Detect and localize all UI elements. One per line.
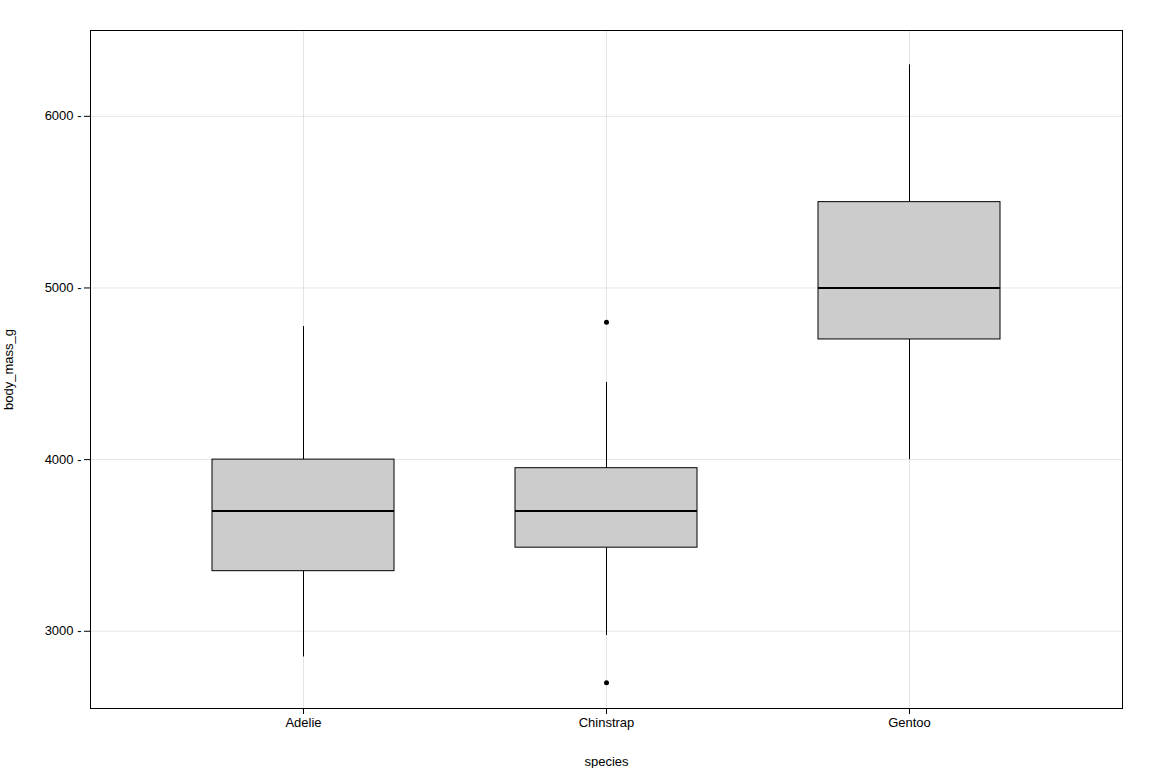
svg-text:5000 -: 5000 - [45,280,82,295]
svg-text:3000 -: 3000 - [45,623,82,638]
svg-text:body_mass_g: body_mass_g [1,329,16,410]
svg-text:4000 -: 4000 - [45,452,82,467]
svg-text:Gentoo: Gentoo [888,715,931,730]
svg-text:6000 -: 6000 - [45,108,82,123]
svg-text:species: species [584,754,629,768]
svg-text:Adelie: Adelie [285,715,321,730]
svg-text:Chinstrap: Chinstrap [579,715,635,730]
